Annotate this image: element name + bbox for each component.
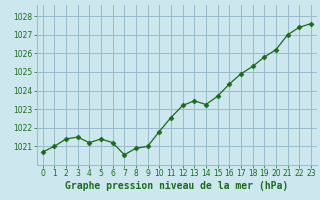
X-axis label: Graphe pression niveau de la mer (hPa): Graphe pression niveau de la mer (hPa) bbox=[65, 181, 288, 191]
